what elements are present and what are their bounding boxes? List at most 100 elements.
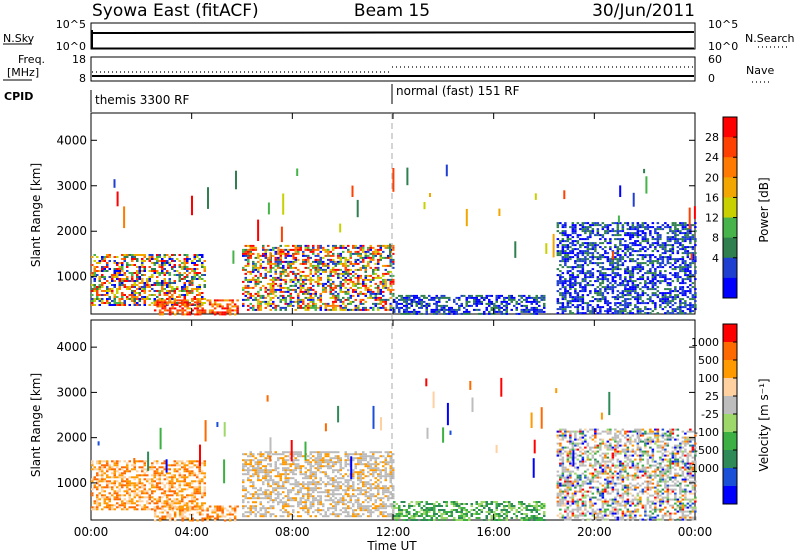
- scatter-cell: [586, 226, 590, 229]
- scatter-cell: [626, 270, 630, 273]
- scatter-cell: [329, 308, 332, 311]
- scatter-cell: [108, 276, 111, 278]
- scatter-cell: [576, 234, 580, 237]
- scatter-cell: [651, 242, 655, 245]
- scatter-cell: [621, 308, 625, 311]
- scatter-cell: [96, 480, 99, 483]
- scatter-cell: [151, 496, 154, 499]
- scatter-cell: [332, 252, 335, 255]
- scatter-cell: [686, 266, 690, 269]
- scatter-cell: [364, 286, 367, 289]
- scatter-cell: [158, 292, 161, 294]
- scatter-cell: [151, 262, 154, 264]
- scatter-cell: [267, 270, 270, 273]
- scatter-cell: [651, 236, 655, 239]
- scatter-cell: [591, 248, 595, 251]
- scatter-cell: [614, 234, 617, 237]
- scatter-cell: [176, 488, 179, 491]
- scatter-cell: [151, 508, 154, 511]
- scatter-cell: [389, 288, 392, 291]
- scatter-cell: [581, 266, 585, 269]
- scatter-cell: [382, 274, 385, 277]
- scatter-cell: [269, 477, 272, 480]
- scatter-cell: [478, 312, 481, 315]
- scatter-cell: [138, 276, 141, 278]
- scatter-cell: [636, 300, 640, 303]
- scatter-cell: [604, 278, 607, 281]
- scatter-cell: [111, 466, 114, 469]
- scatter-cell: [659, 274, 662, 277]
- scatter-cell: [420, 294, 423, 297]
- scatter-cell: [259, 503, 262, 506]
- scatter-cell: [264, 507, 267, 510]
- scatter-cell: [269, 507, 272, 510]
- scatter-cell: [178, 476, 181, 479]
- scatter-cell: [106, 300, 109, 302]
- scatter-cell: [594, 288, 597, 291]
- scatter-cell: [332, 266, 335, 269]
- scatter-cell: [362, 298, 365, 301]
- scatter-cell: [188, 486, 191, 489]
- scatter-cell: [249, 244, 252, 247]
- scatter-cell: [510, 308, 513, 311]
- scatter-cell: [634, 226, 637, 229]
- scatter-cell: [148, 290, 151, 292]
- scatter-cell: [634, 228, 637, 231]
- scatter-cell: [279, 308, 282, 311]
- scatter-cell: [448, 308, 451, 311]
- scatter-cell: [525, 304, 528, 307]
- scatter-cell: [669, 312, 672, 315]
- scatter-cell: [216, 507, 219, 510]
- scatter-cell: [581, 286, 585, 289]
- scatter-cell: [193, 496, 196, 499]
- scatter-cell: [113, 276, 116, 278]
- scatter-cell: [267, 471, 270, 474]
- scatter-cell: [339, 256, 342, 259]
- scatter-cell: [153, 480, 156, 483]
- scatter-cell: [126, 288, 129, 290]
- scatter-cell: [277, 296, 280, 299]
- scatter-cell: [141, 288, 144, 290]
- scatter-cell: [113, 262, 116, 264]
- scatter-cell: [337, 262, 340, 265]
- scatter-cell: [111, 276, 114, 278]
- scatter-cell: [262, 497, 265, 500]
- scatter-cell: [228, 307, 232, 310]
- scatter-cell: [611, 278, 615, 281]
- scatter-cell: [435, 300, 438, 303]
- scatter-cell: [264, 475, 267, 478]
- scatter-cell: [676, 306, 680, 309]
- scatter-cell: [357, 274, 360, 277]
- scatter-cell: [264, 254, 267, 257]
- scatter-cell: [374, 272, 377, 275]
- scatter-cell: [101, 260, 104, 262]
- scatter-cell: [101, 468, 104, 471]
- scatter-cell: [181, 274, 184, 276]
- scatter-cell: [317, 280, 320, 283]
- scatter-cell: [161, 515, 164, 518]
- scatter-cell: [634, 290, 637, 293]
- scatter-cell: [252, 501, 255, 504]
- scatter-cell: [636, 262, 640, 265]
- scatter-cell: [686, 236, 690, 239]
- scatter-cell: [359, 276, 362, 279]
- scatter-cell: [609, 260, 612, 263]
- scatter-cell: [118, 268, 121, 270]
- scatter-cell: [136, 258, 139, 260]
- scatter-cell: [304, 246, 307, 249]
- scatter-cell: [203, 274, 206, 276]
- scatter-cell: [624, 234, 627, 237]
- scatter-cell: [349, 294, 352, 297]
- scatter-cell: [679, 224, 682, 227]
- scatter-cell: [201, 462, 204, 465]
- scatter-cell: [264, 274, 267, 277]
- scatter-cell: [349, 254, 352, 257]
- scatter-cell: [327, 280, 330, 283]
- scatter-cell: [259, 300, 262, 303]
- scatter-cell: [126, 296, 129, 298]
- scatter-cell: [614, 276, 617, 279]
- scatter-cell: [679, 232, 682, 235]
- scatter-cell: [183, 488, 186, 491]
- scatter-cell: [193, 272, 196, 274]
- scatter-cell: [133, 272, 136, 274]
